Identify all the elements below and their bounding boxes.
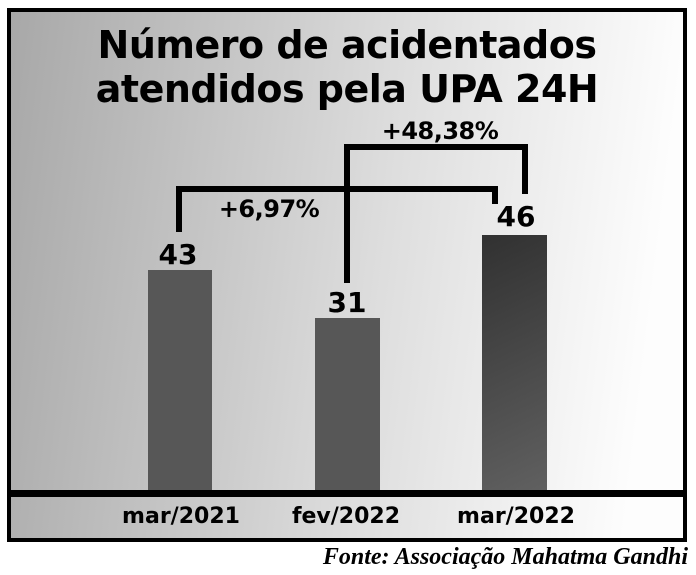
x-axis-label-fev2022: fev/2022: [291, 504, 401, 529]
chart-title: Número de acidentados atendidos pela UPA…: [11, 23, 683, 111]
x-axis-label-mar2021: mar/2021: [122, 504, 240, 529]
x-axis-baseline: [11, 490, 683, 497]
annotation-bracket-left-drop: [176, 186, 182, 232]
bar-value-fev2022: 31: [327, 286, 367, 319]
x-axis-label-mar2022: mar/2022: [457, 504, 575, 529]
bar-fev2022: [315, 318, 380, 490]
annotation-bracket-right-drop: [522, 144, 528, 194]
annotation-bracket-horizontal: [176, 186, 498, 192]
source-credit: Fonte: Associação Mahatma Gandhi: [322, 544, 688, 570]
annotation-label-48-38: +48,38%: [381, 117, 499, 145]
chart-title-line1: Número de acidentados: [97, 23, 597, 67]
chart-area: Número de acidentados atendidos pela UPA…: [7, 8, 687, 542]
annotation-bracket-right-drop: [492, 186, 498, 204]
chart-title-line2: atendidos pela UPA 24H: [95, 67, 599, 111]
annotation-label-6-97: +6,97%: [218, 195, 320, 223]
bar-mar2021: [148, 270, 212, 490]
bar-mar2022: [482, 235, 547, 490]
bar-value-mar2022: 46: [496, 200, 536, 233]
annotation-bracket-horizontal: [344, 144, 528, 150]
annotation-bracket-left-drop: [344, 144, 350, 283]
bar-value-mar2021: 43: [158, 238, 198, 271]
